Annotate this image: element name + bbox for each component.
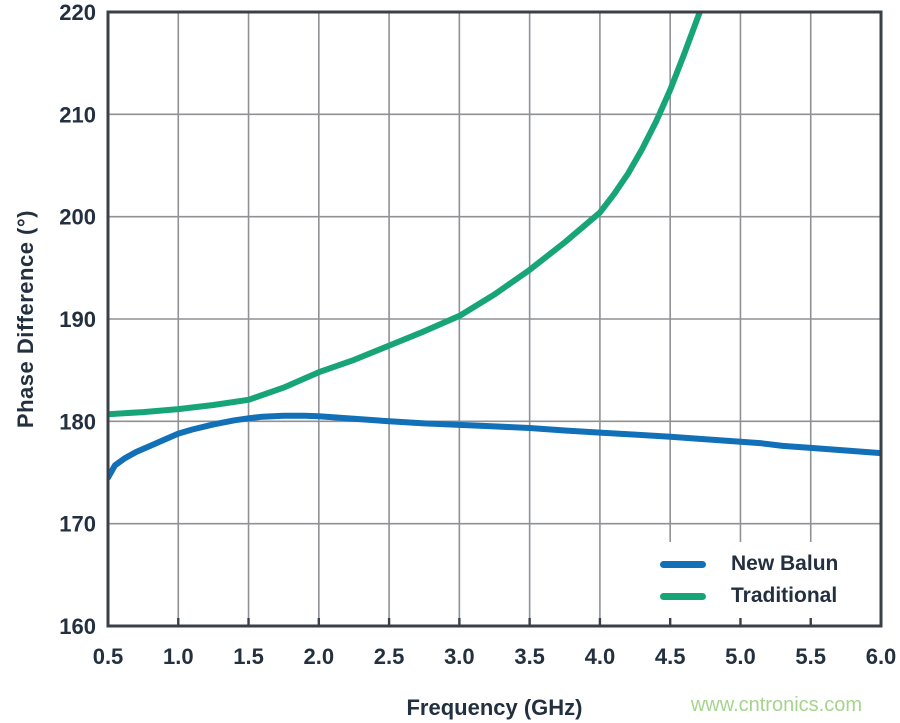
y-tick-label: 200 bbox=[59, 205, 96, 230]
legend-swatch-new-balun bbox=[660, 560, 706, 568]
legend-label-new-balun: New Balun bbox=[731, 552, 839, 575]
legend-item-traditional: Traditional bbox=[660, 580, 878, 612]
y-tick-label: 210 bbox=[59, 102, 96, 127]
x-tick-label: 4.0 bbox=[585, 644, 616, 669]
x-tick-label: 5.5 bbox=[795, 644, 826, 669]
series-line-new-balun bbox=[108, 412, 881, 481]
x-tick-label: 2.0 bbox=[304, 644, 335, 669]
x-tick-label: 2.5 bbox=[374, 644, 405, 669]
x-tick-label: 3.5 bbox=[514, 644, 545, 669]
legend-label-traditional: Traditional bbox=[731, 584, 838, 607]
x-tick-label: 6.0 bbox=[866, 644, 897, 669]
watermark-text: www.cntronics.com bbox=[690, 694, 862, 716]
series-line-traditional bbox=[108, 12, 704, 418]
legend-item-new-balun: New Balun bbox=[660, 548, 878, 580]
legend-background bbox=[644, 542, 880, 618]
y-tick-label: 190 bbox=[59, 307, 96, 332]
x-tick-label: 4.5 bbox=[655, 644, 686, 669]
plot-border bbox=[106, 10, 883, 628]
y-tick-label: 160 bbox=[59, 614, 96, 639]
y-axis-title: Phase Difference (°) bbox=[13, 209, 38, 429]
x-tick-label: 0.5 bbox=[93, 644, 124, 669]
y-axis-title-wrap: Phase Difference (°) bbox=[4, 12, 48, 626]
y-tick-label: 170 bbox=[59, 512, 96, 537]
x-tick-label: 1.5 bbox=[233, 644, 264, 669]
x-tick-label: 3.0 bbox=[444, 644, 475, 669]
legend-swatch-traditional bbox=[660, 592, 706, 600]
legend: New Balun Traditional bbox=[660, 548, 878, 612]
y-tick-label: 180 bbox=[59, 409, 96, 434]
x-axis-title: Frequency (GHz) bbox=[406, 695, 583, 720]
x-tick-label: 5.0 bbox=[725, 644, 756, 669]
x-tick-label: 1.0 bbox=[163, 644, 194, 669]
y-tick-label: 220 bbox=[59, 0, 96, 25]
